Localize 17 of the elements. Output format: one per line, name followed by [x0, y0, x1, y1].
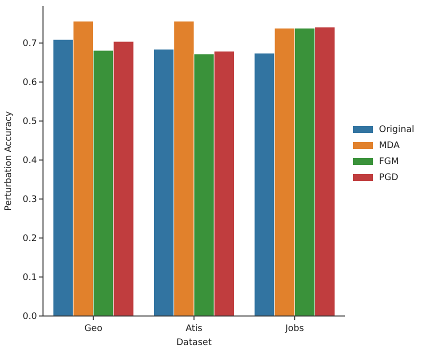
y-tick-label: 0.6 [22, 78, 38, 88]
x-tick-label: Jobs [284, 324, 304, 334]
y-tick-label: 0.3 [22, 195, 37, 206]
legend-label: Original [379, 125, 414, 136]
x-axis-title: Dataset [176, 338, 212, 348]
y-tick-label: 0.4 [22, 156, 38, 166]
legend-label: PGD [379, 173, 398, 184]
legend-label: MDA [379, 141, 401, 152]
y-tick-label: 0.0 [22, 312, 38, 322]
x-tick-label: Atis [186, 324, 203, 334]
x-tick-label: Geo [84, 324, 103, 334]
y-axis-title: Perturbation Accuracy [4, 110, 14, 211]
legend-label: FGM [379, 157, 399, 168]
y-tick-label: 0.5 [22, 117, 37, 128]
y-tick-label: 0.1 [22, 273, 37, 284]
y-tick-label: 0.2 [22, 234, 37, 244]
y-tick-label: 0.7 [22, 39, 37, 50]
